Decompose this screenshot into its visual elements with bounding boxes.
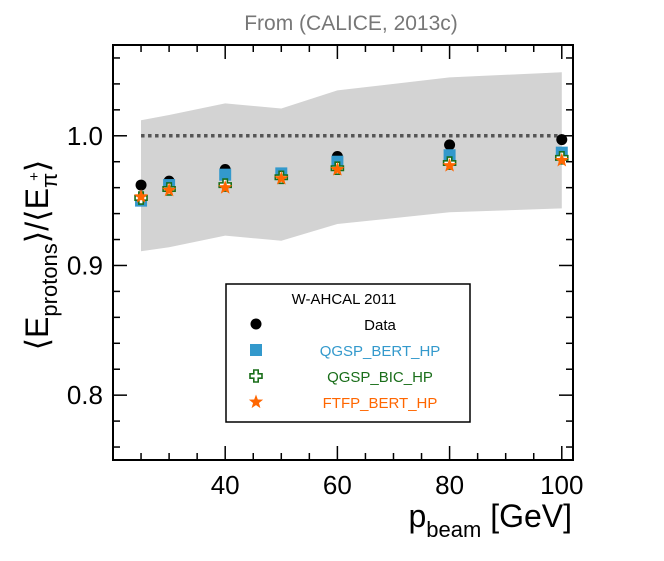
data-point-ftfp-bert-hp: [330, 162, 345, 176]
data-point-data: [444, 139, 456, 151]
legend-marker-ftfp-bert-hp: [248, 394, 264, 409]
data-point-ftfp-bert-hp: [554, 152, 569, 167]
x-tick-label: 100: [540, 470, 583, 500]
y-label-close: ⟩: [19, 160, 55, 172]
data-point-ftfp-bert-hp: [442, 158, 457, 172]
data-point-data: [135, 179, 147, 191]
legend-frame: [225, 283, 471, 423]
legend-marker-data: [250, 318, 262, 330]
data-point-ftfp-bert-hp: [161, 182, 177, 197]
x-label-sub: beam: [426, 517, 481, 542]
x-tick-label: 60: [323, 470, 352, 500]
legend-marker-qgsp-bic-hp: [249, 369, 263, 383]
legend-marker-qgsp-bert-hp: [250, 344, 262, 356]
x-label-main: p: [408, 498, 426, 534]
data-points: [133, 134, 569, 207]
y-label-sub-pi: π: [37, 173, 62, 188]
legend-label-qgsp-bic-hp: QGSP_BIC_HP: [327, 369, 433, 386]
y-label-sup-plus: +: [26, 172, 43, 181]
y-tick-label: 0.8: [67, 380, 103, 410]
x-tick-label: 80: [435, 470, 464, 500]
y-label-open: ⟨E: [19, 317, 55, 351]
plot-frame: [112, 44, 574, 461]
y-label-mid: ⟩/⟨E: [19, 188, 55, 243]
axis-ticks: 40 60 80 100 0.8 0.9 1.0: [67, 45, 583, 500]
data-point-ftfp-bert-hp: [133, 189, 149, 203]
x-tick-label: 40: [211, 470, 240, 500]
legend: W-AHCAL 2011 Data QGSP_BERT_HP QGSP_BIC_HP…: [225, 283, 471, 423]
y-label-sub-protons: protons: [37, 243, 62, 316]
x-label-unit: [GeV]: [481, 498, 572, 534]
data-point-ftfp-bert-hp: [218, 180, 233, 194]
legend-title: W-AHCAL 2011: [292, 291, 397, 308]
plot-area: [112, 44, 574, 461]
x-axis-label: pbeam [GeV]: [408, 498, 572, 542]
uncertainty-band: [141, 72, 562, 252]
legend-label-ftfp-bert-hp: FTFP_BERT_HP: [323, 395, 438, 412]
data-point-qgsp-bert-hp: [219, 168, 232, 181]
data-point-ftfp-bert-hp: [274, 171, 289, 185]
y-tick-label: 0.9: [67, 250, 103, 280]
data-point-data: [556, 134, 568, 146]
chart-title: From (CALICE, 2013c): [244, 12, 458, 35]
legend-label-data: Data: [364, 317, 396, 334]
y-axis-label: ⟨Eprotons⟩/⟨Eπ+⟩: [19, 160, 62, 351]
legend-label-qgsp-bert-hp: QGSP_BERT_HP: [320, 343, 441, 360]
y-tick-label: 1.0: [67, 121, 103, 151]
